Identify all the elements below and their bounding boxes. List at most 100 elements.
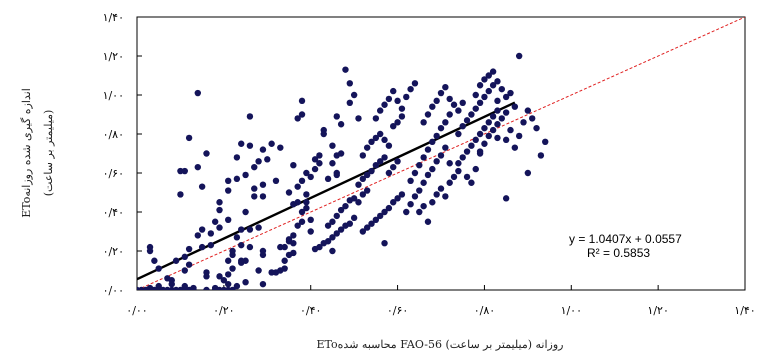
linear-trendline (137, 101, 516, 281)
data-point (455, 107, 462, 114)
data-point (394, 97, 401, 105)
data-point (225, 271, 232, 278)
data-point (324, 238, 332, 245)
data-point (385, 142, 393, 149)
data-point (207, 241, 215, 249)
data-point (233, 154, 241, 161)
data-point (233, 234, 241, 241)
data-point (468, 142, 475, 149)
data-point (377, 107, 384, 114)
data-point (303, 199, 310, 206)
data-point (372, 216, 380, 223)
data-point (424, 111, 432, 118)
data-point (468, 179, 475, 186)
data-point (472, 91, 479, 99)
data-point (264, 156, 271, 163)
data-point (216, 224, 223, 231)
data-point (398, 113, 406, 120)
data-point (529, 115, 536, 122)
data-point (294, 222, 301, 229)
data-point (238, 241, 245, 249)
data-point (255, 224, 262, 231)
data-point (363, 144, 371, 151)
data-point (246, 113, 254, 120)
r-squared-label: R² = 0.5853 (587, 246, 650, 260)
data-point (355, 199, 362, 206)
data-point (190, 284, 197, 290)
data-point (455, 160, 462, 167)
data-point (385, 169, 393, 177)
data-point (198, 226, 206, 233)
data-point (220, 277, 228, 284)
data-point (472, 136, 479, 144)
data-point (520, 119, 527, 126)
data-point (363, 224, 371, 231)
data-point (194, 163, 201, 171)
data-point (216, 206, 223, 214)
data-point (398, 191, 406, 198)
data-point (146, 284, 154, 290)
data-point (381, 136, 388, 144)
data-point (216, 273, 223, 280)
data-point (333, 169, 340, 177)
data-point (198, 183, 206, 190)
x-tick-label: ۰/۰۰ (126, 304, 147, 317)
data-point (255, 267, 262, 274)
data-point (476, 99, 484, 107)
data-point (407, 177, 414, 184)
data-point (468, 111, 475, 118)
data-point (489, 126, 497, 134)
data-point (502, 136, 510, 144)
data-point (181, 282, 188, 290)
data-point (524, 107, 532, 114)
data-point (281, 257, 288, 264)
data-point (481, 76, 488, 83)
data-point (329, 247, 336, 255)
data-point (420, 179, 427, 186)
data-point (437, 124, 445, 132)
data-point (290, 249, 297, 257)
data-point (324, 222, 332, 229)
data-point (403, 93, 410, 101)
data-point (420, 119, 427, 126)
data-point (424, 218, 432, 225)
data-point (350, 91, 358, 99)
data-point (437, 152, 445, 159)
data-point (194, 232, 201, 239)
plot-area-frame (136, 16, 746, 291)
data-point (246, 142, 254, 149)
data-point (155, 265, 162, 272)
data-point (481, 124, 488, 132)
data-point (381, 208, 388, 216)
data-point (502, 109, 510, 116)
data-point (463, 173, 471, 181)
data-point (329, 160, 336, 167)
data-point (346, 220, 353, 227)
data-point (485, 72, 492, 79)
data-point (385, 204, 393, 212)
data-point (494, 134, 501, 142)
data-point (333, 212, 340, 220)
data-point (372, 134, 380, 142)
data-point (416, 162, 423, 169)
y-tick-label: ۱/۲۰ (103, 50, 124, 63)
data-point (424, 146, 432, 153)
data-point (515, 132, 523, 140)
data-point (350, 214, 358, 222)
data-point (316, 160, 323, 167)
y-tick-label: ۱/۴۰ (103, 11, 124, 24)
data-point (255, 158, 262, 165)
data-point (394, 195, 401, 202)
data-point (185, 261, 193, 268)
x-tick-label: ۰/۸۰ (474, 304, 495, 317)
data-point (472, 165, 479, 173)
data-point (303, 191, 310, 198)
data-point (385, 95, 393, 103)
data-point (442, 119, 449, 126)
x-tick-label: ۰/۴۰ (300, 304, 321, 317)
data-point (502, 93, 510, 101)
data-point (355, 115, 362, 122)
data-point (398, 105, 406, 112)
data-point (225, 257, 232, 264)
data-point (463, 148, 471, 155)
